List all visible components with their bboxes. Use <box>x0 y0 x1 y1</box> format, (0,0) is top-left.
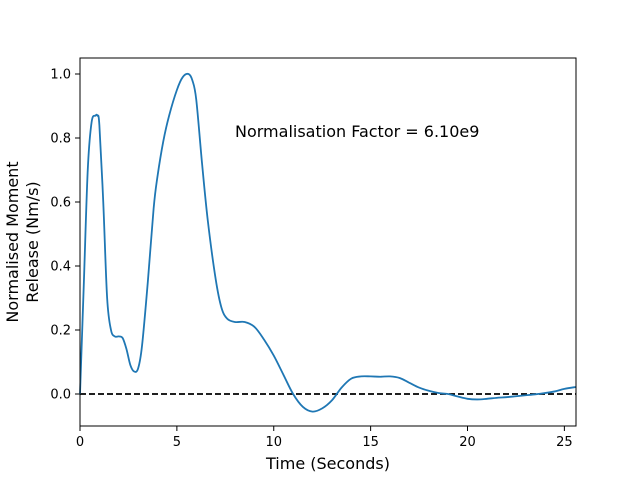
y-tick-label: 0.4 <box>50 260 71 275</box>
series-line <box>79 72 577 413</box>
y-tick-label: 0.0 <box>50 388 71 403</box>
y-tick-label: 1.0 <box>50 68 71 83</box>
plot-frame <box>79 57 577 427</box>
normalisation-annotation: Normalisation Factor = 6.10e9 <box>235 122 479 141</box>
x-tick-label: 20 <box>459 435 476 450</box>
y-tick-label: 0.6 <box>50 196 71 211</box>
x-tick-label: 15 <box>362 435 379 450</box>
x-axis-label: Time (Seconds) <box>265 454 390 473</box>
x-tick-label: 5 <box>173 435 181 450</box>
y-axis-label-line-1: Normalised Moment <box>3 161 22 322</box>
y-tick-label: 0.8 <box>50 132 71 147</box>
plot-area <box>80 58 576 426</box>
y-tick-label: 0.2 <box>50 324 71 339</box>
ticks: 0 5 10 15 20 25 0.0 0.2 0.4 0.6 0.8 1.0 <box>50 68 572 451</box>
y-axis-label-line-2: Release (Nm/s) <box>23 181 42 302</box>
x-tick-label: 0 <box>76 435 84 450</box>
x-tick-label: 25 <box>556 435 573 450</box>
x-tick-label: 10 <box>265 435 282 450</box>
